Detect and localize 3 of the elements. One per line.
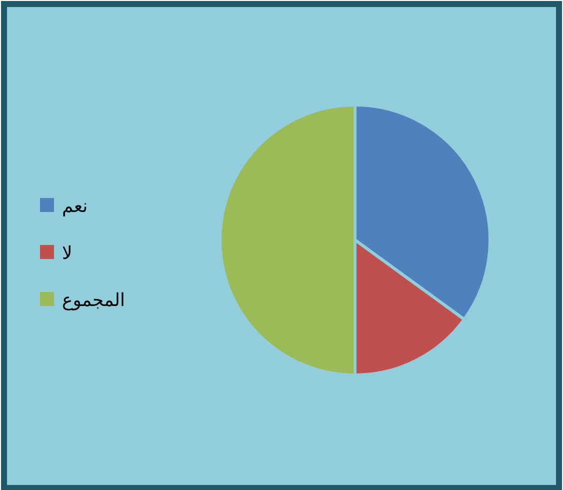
legend-label: لا [62, 243, 72, 264]
legend-label: المجموع [62, 290, 125, 311]
legend-label: نعم [62, 196, 88, 217]
